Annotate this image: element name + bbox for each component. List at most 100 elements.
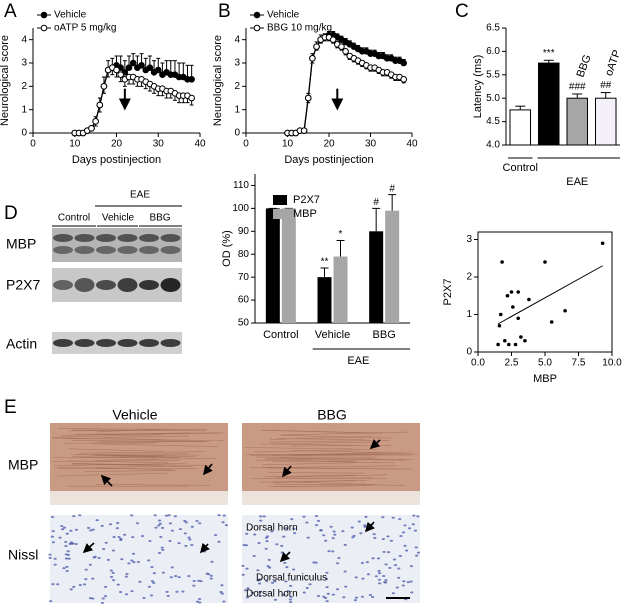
histology-cell <box>131 536 135 539</box>
histology-cell <box>115 527 119 530</box>
histology-cell <box>210 560 214 563</box>
histology-cell <box>50 535 54 538</box>
histology-cell <box>398 518 402 521</box>
histology-cell <box>382 574 386 577</box>
histology-cell <box>256 579 260 582</box>
histology-cell <box>343 543 347 546</box>
blot-band <box>53 280 73 290</box>
histology-cell <box>329 525 333 528</box>
blot-row-label: Actin <box>6 336 37 352</box>
significance-label: # <box>373 197 379 208</box>
y-axis-label: P2X7 <box>442 279 454 306</box>
x-tick-label: 20 <box>111 139 123 150</box>
y-tick-label: 60 <box>238 295 250 306</box>
histology-fiber <box>269 440 390 443</box>
histology-cell <box>407 527 412 530</box>
histology-cell <box>48 553 52 556</box>
histology-cell <box>108 523 113 526</box>
histology-cell <box>118 590 123 593</box>
histology-cell <box>360 595 365 598</box>
histology-cell <box>245 532 249 535</box>
histology-cell <box>175 590 179 593</box>
histology-cell <box>152 581 156 584</box>
histology-image <box>242 515 420 603</box>
x-tick-label: 0 <box>30 139 36 150</box>
histology-cell <box>343 570 347 573</box>
histology-cell <box>290 518 294 521</box>
histology-cell <box>289 584 293 587</box>
histology-cell <box>331 593 335 596</box>
histology-fiber <box>70 453 196 457</box>
histology-cell <box>173 515 178 518</box>
histology-cell <box>192 584 196 587</box>
histology-cell <box>314 524 319 527</box>
histology-cell <box>268 566 272 569</box>
histology-cell <box>353 599 358 602</box>
histology-cell <box>398 554 402 557</box>
histology-fiber <box>89 454 181 458</box>
histology-cell <box>82 583 87 586</box>
histology-cell <box>350 526 354 529</box>
histology-cell <box>89 529 93 532</box>
row-label: Nissl <box>8 547 38 563</box>
histology-cell <box>413 529 418 532</box>
histology-cell <box>127 562 131 565</box>
histology-cell <box>64 540 68 543</box>
histology-cell <box>409 565 414 568</box>
histology-cell <box>333 533 337 536</box>
y-tick-label: 50 <box>238 318 250 329</box>
histology-cell <box>74 542 78 545</box>
blot-band <box>117 278 138 292</box>
histology-cell <box>130 559 134 562</box>
histology-cell <box>51 541 56 544</box>
histology-cell <box>150 580 155 583</box>
histology-cell <box>195 520 199 523</box>
histology-cell <box>130 514 134 517</box>
histology-cell <box>364 515 368 518</box>
histology-cell <box>109 569 114 572</box>
histology-fiber <box>58 428 208 430</box>
histology-cell <box>72 585 76 588</box>
data-point <box>563 308 567 313</box>
histology-fiber <box>84 470 176 472</box>
histology-cell <box>119 537 123 540</box>
histology-cell <box>259 519 263 522</box>
blot-band <box>96 234 116 242</box>
histology-cell <box>117 535 121 538</box>
histology-cell <box>341 530 345 533</box>
histology-cell <box>51 530 55 533</box>
histology-cell <box>324 539 328 542</box>
histology-cell <box>262 515 266 518</box>
significance-label: # <box>389 183 395 194</box>
histology-cell <box>84 578 88 581</box>
histology-image <box>50 515 228 603</box>
blot-lane-label: BBG <box>149 213 170 224</box>
data-point <box>497 323 502 328</box>
histology-cell <box>327 550 331 553</box>
histology-cell <box>389 539 394 542</box>
data-point <box>188 94 195 102</box>
data-point <box>500 260 504 264</box>
histology-cell <box>147 585 152 588</box>
histology-cell <box>257 541 261 544</box>
histology-cell <box>69 588 73 591</box>
histology-cell <box>120 558 124 561</box>
histology-cell <box>102 547 106 550</box>
y-tick-label: 0 <box>466 347 472 358</box>
histology-cell <box>357 520 361 523</box>
histology-arrow <box>369 439 381 450</box>
blot-group-label: EAE <box>130 190 150 201</box>
y-tick-label: 0 <box>234 128 240 139</box>
panel-letter: A <box>4 1 17 22</box>
y-tick-label: 1 <box>234 104 240 115</box>
histology-cell <box>178 528 183 531</box>
histology-cell <box>164 514 169 517</box>
data-point <box>300 127 308 134</box>
histology-cell <box>336 562 340 565</box>
histology-cell <box>399 535 403 538</box>
histology-cell <box>209 574 213 577</box>
data-point <box>507 342 511 347</box>
histology-cell <box>214 534 218 537</box>
histology-cell <box>53 563 57 566</box>
data-point <box>113 66 120 74</box>
